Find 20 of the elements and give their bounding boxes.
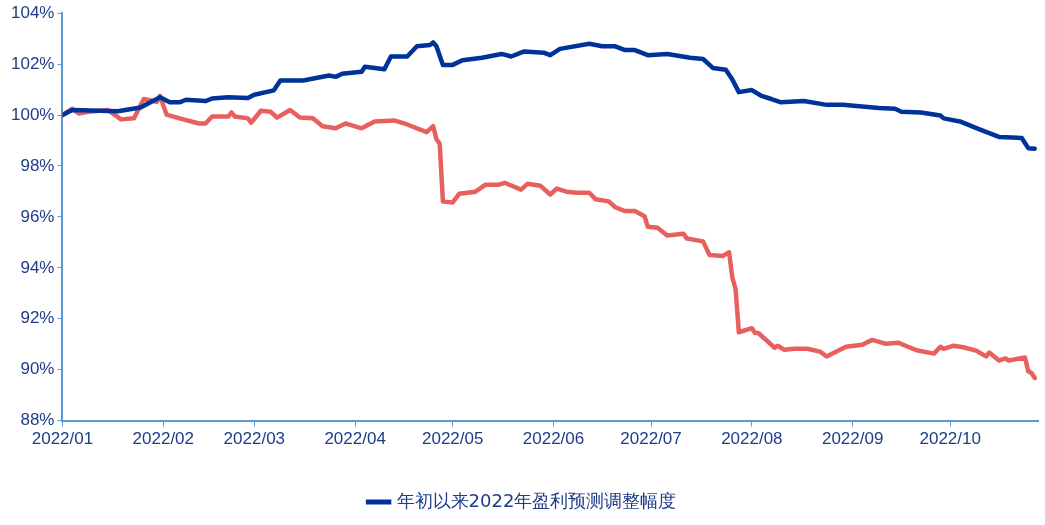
x-tick-label: 2022/06 xyxy=(522,429,585,449)
x-tick-label: 2022/02 xyxy=(132,429,195,449)
y-tick-label: 92% xyxy=(20,308,55,328)
y-tick-label: 88% xyxy=(20,410,55,430)
x-tick-label: 2022/05 xyxy=(421,429,484,449)
x-tick-label: 2022/10 xyxy=(919,429,981,449)
x-tick-label: 2022/07 xyxy=(620,429,682,449)
x-tick-label: 2022/09 xyxy=(821,429,884,449)
y-tick-label: 104% xyxy=(11,2,55,22)
y-tick-label: 98% xyxy=(20,155,55,175)
legend-label: 年初以来2022年盈利预测调整幅度 xyxy=(396,489,677,511)
x-tick-label: 2022/01 xyxy=(31,429,94,449)
x-tick-label: 2022/04 xyxy=(324,429,386,449)
y-tick-label: 90% xyxy=(20,359,55,379)
y-tick-label: 102% xyxy=(11,53,55,73)
y-tick-label: 94% xyxy=(20,257,55,277)
y-tick-label: 100% xyxy=(11,104,55,124)
y-tick-label: 96% xyxy=(20,206,55,226)
x-tick-label: 2022/08 xyxy=(721,429,783,449)
x-tick-label: 2022/03 xyxy=(223,429,286,449)
